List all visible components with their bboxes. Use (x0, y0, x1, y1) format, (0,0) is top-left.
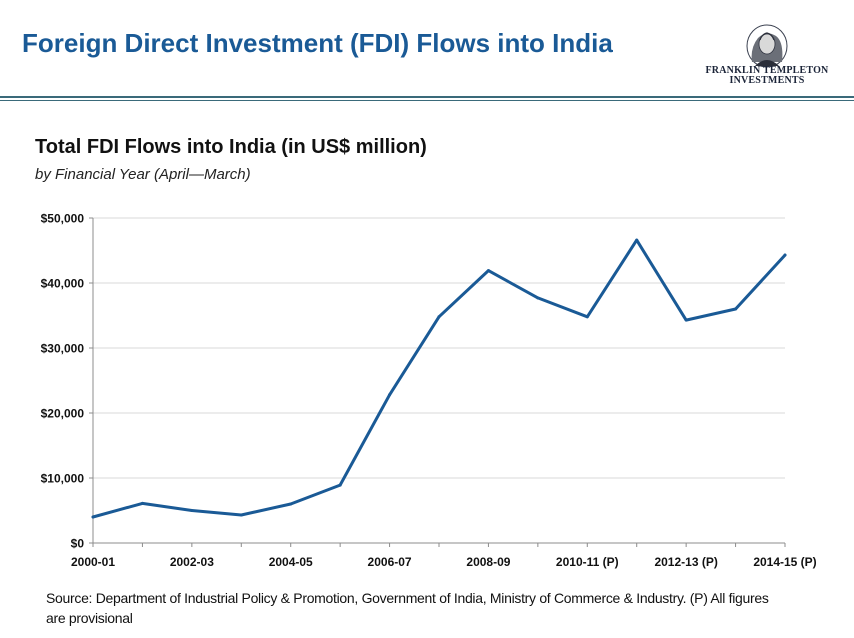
x-tick-label-1: 2002-03 (170, 555, 214, 569)
y-tick-label-5: $50,000 (41, 212, 85, 226)
logo-text-line2: INVESTMENTS (729, 75, 805, 86)
page-title: Foreign Direct Investment (FDI) Flows in… (22, 28, 613, 58)
franklin-templeton-logo: FRANKLIN TEMPLETON INVESTMENTS (700, 22, 834, 88)
y-tick-label-3: $30,000 (41, 342, 85, 356)
y-tick-label-1: $10,000 (41, 472, 85, 486)
data-point-0-6 (388, 393, 392, 397)
x-tick-label-4: 2008-09 (466, 555, 510, 569)
data-point-0-4 (289, 502, 293, 506)
data-point-0-13 (734, 307, 738, 311)
x-tick-label-6: 2012-13 (P) (654, 555, 717, 569)
franklin-portrait-icon (746, 24, 788, 68)
data-point-0-9 (536, 296, 540, 300)
chart-subtitle: by Financial Year (April—March) (35, 166, 251, 183)
x-tick-label-3: 2006-07 (368, 555, 412, 569)
x-tick-label-2: 2004-05 (269, 555, 313, 569)
data-point-0-8 (486, 269, 490, 273)
x-tick-label-7: 2014-15 (P) (753, 555, 816, 569)
data-point-0-7 (437, 315, 441, 319)
data-point-0-0 (91, 515, 95, 519)
data-point-0-5 (338, 483, 342, 487)
chart-title: Total FDI Flows into India (in US$ milli… (35, 136, 427, 158)
logo-text-line1: FRANKLIN TEMPLETON (705, 65, 829, 76)
y-tick-label-0: $0 (71, 537, 85, 551)
data-point-0-3 (239, 513, 243, 517)
series-line-0 (91, 238, 787, 519)
source-note: Source: Department of Industrial Policy … (46, 590, 769, 626)
data-point-0-1 (140, 501, 144, 505)
data-point-0-14 (783, 253, 787, 257)
data-point-0-11 (635, 238, 639, 242)
x-tick-label-0: 2000-01 (71, 555, 115, 569)
x-tick-label-5: 2010-11 (P) (556, 555, 619, 569)
header-rule-bottom (0, 100, 854, 101)
y-tick-label-4: $40,000 (41, 277, 85, 291)
y-tick-label-2: $20,000 (41, 407, 85, 421)
data-point-0-12 (684, 318, 688, 322)
header-rule-top (0, 96, 854, 98)
data-point-0-10 (585, 315, 589, 319)
data-point-0-2 (190, 509, 194, 512)
